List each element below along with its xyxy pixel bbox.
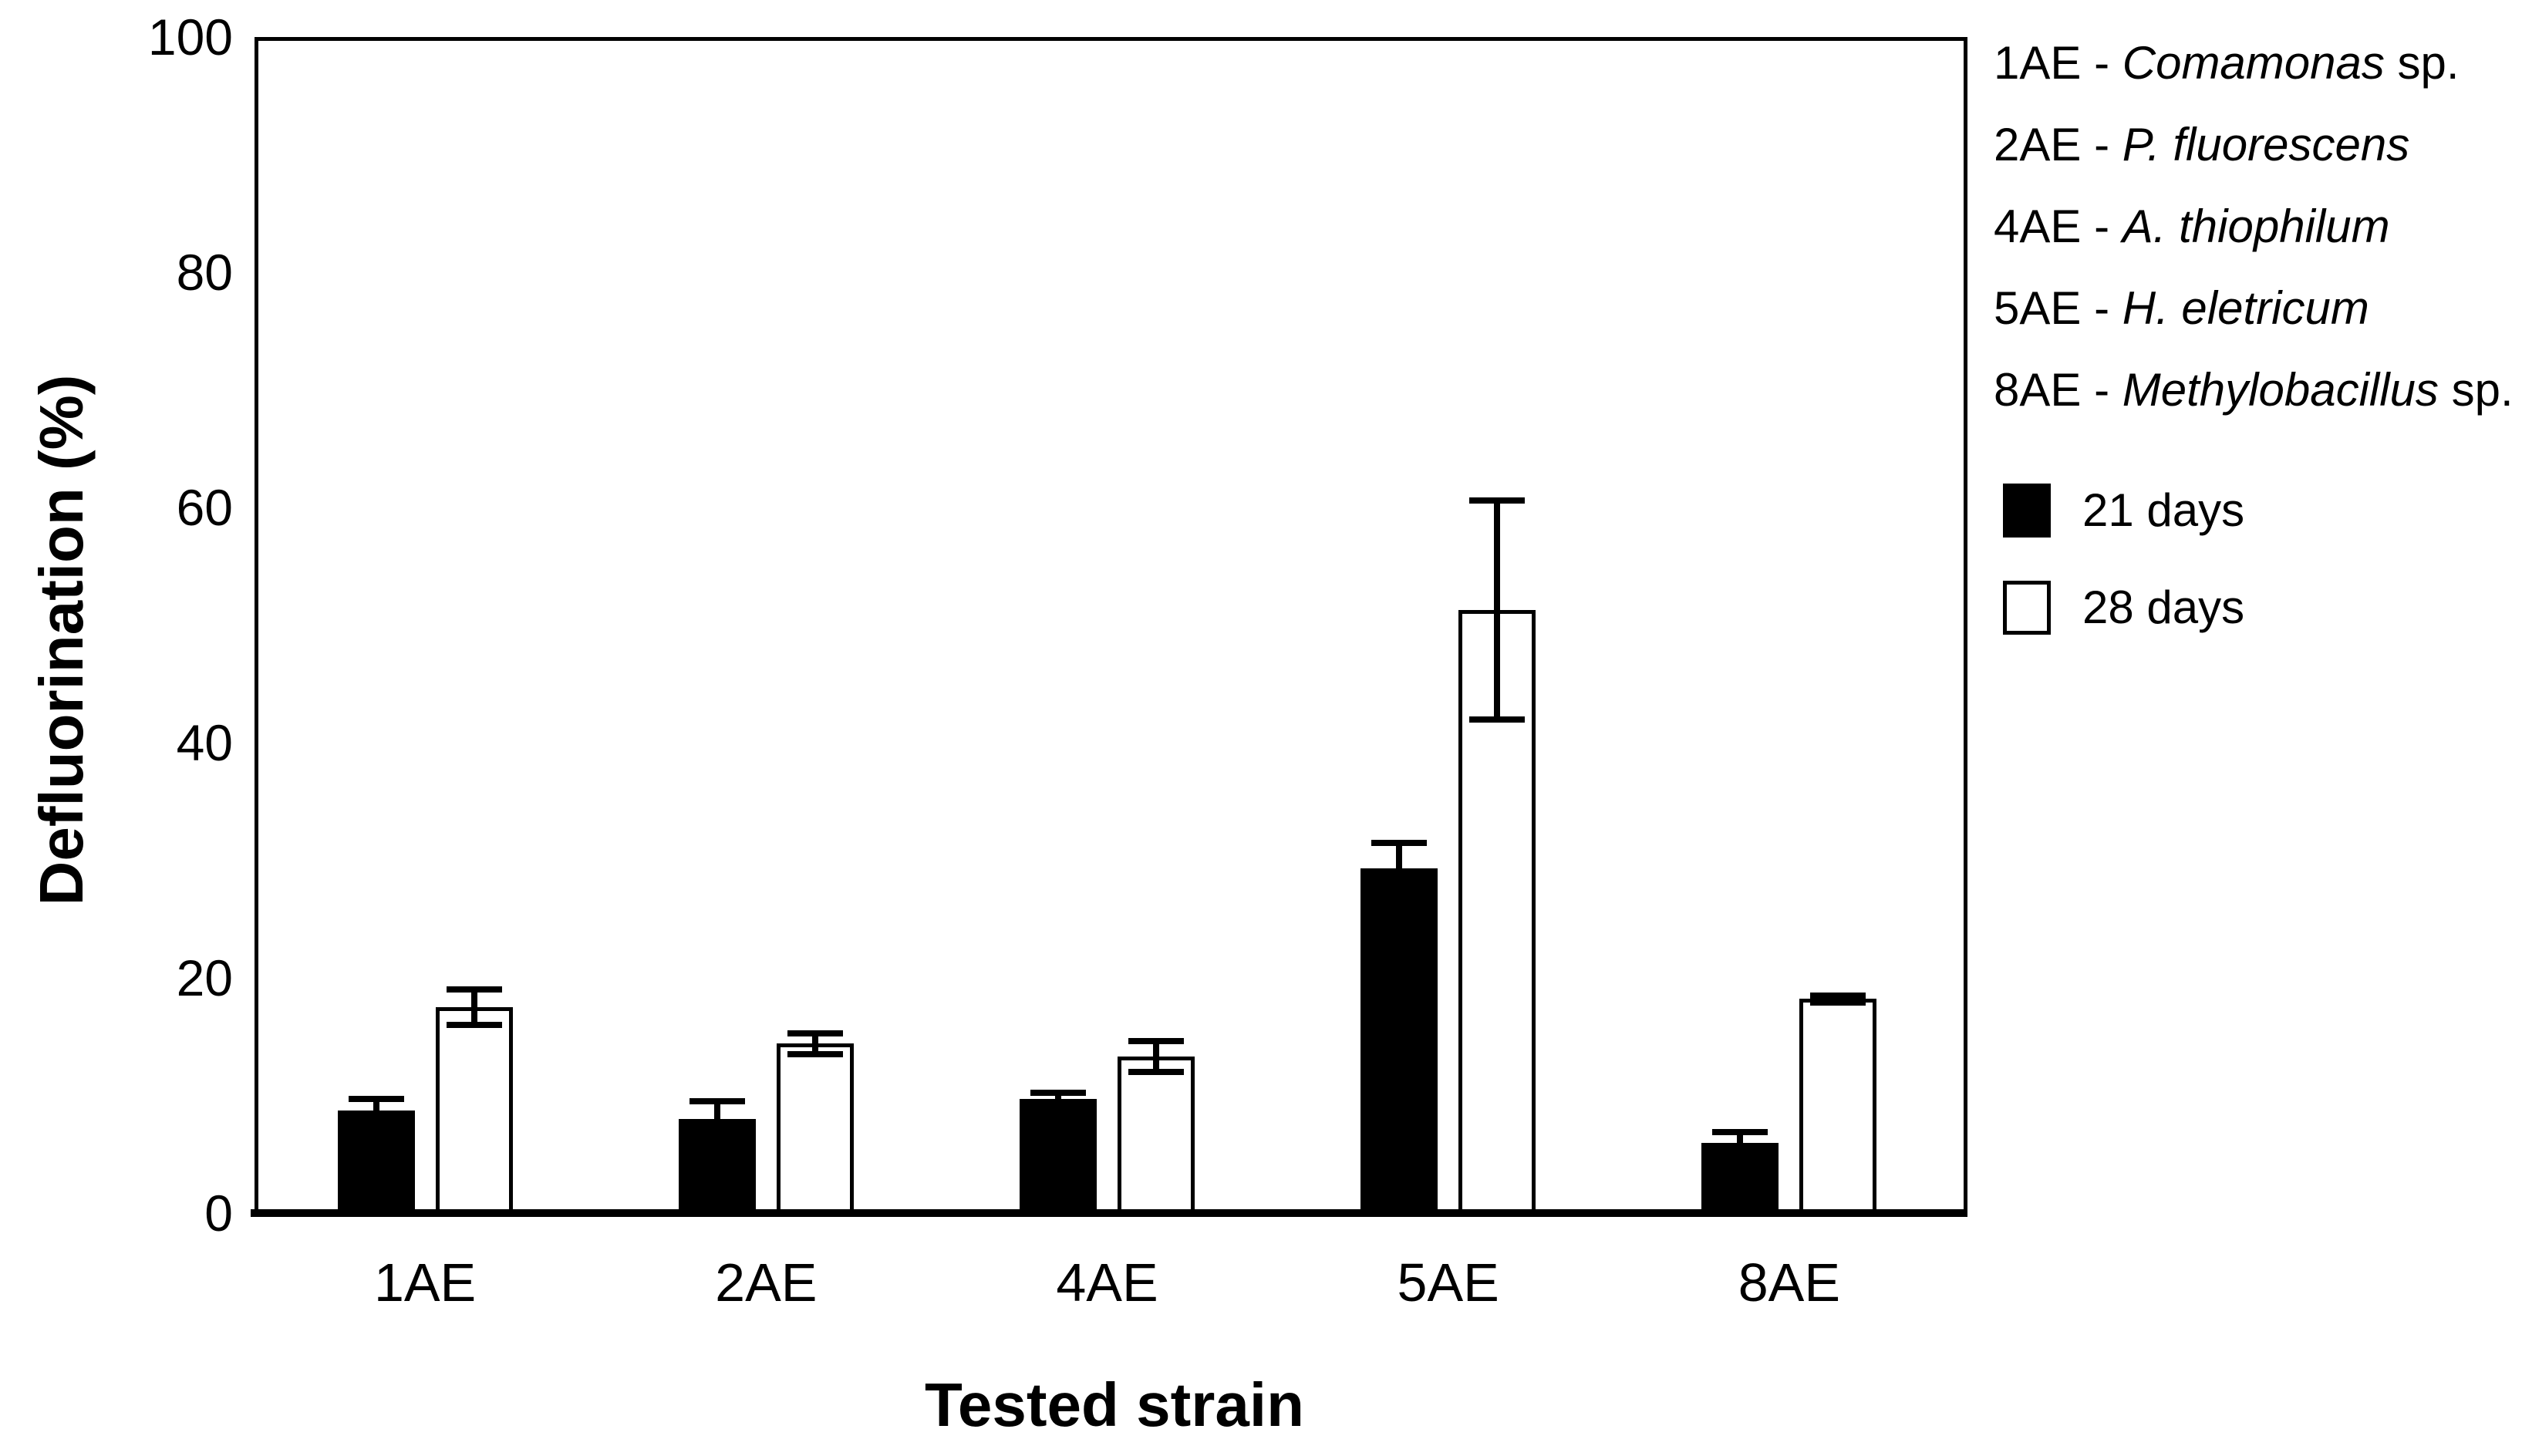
legend-strain-code: 8AE <box>1994 364 2082 416</box>
x-tick-label: 8AE <box>1738 1252 1841 1313</box>
error-bar-cap-bottom <box>1030 1101 1086 1108</box>
legend-swatch-21days <box>2003 484 2051 538</box>
bar-1AE-21days <box>337 1111 415 1213</box>
legend-series-label: 21 days <box>2082 484 2245 536</box>
error-bar-cap-top <box>348 1096 404 1103</box>
legend-species-name: P. fluorescens <box>2122 119 2410 170</box>
legend-species-name: Methylobacillus <box>2122 364 2439 416</box>
y-tick-label: 0 <box>204 1185 233 1242</box>
error-bar-cap-top <box>1371 839 1428 846</box>
bar-4AE-21days <box>1020 1099 1097 1213</box>
error-bar-cap-bottom <box>689 1133 745 1140</box>
x-axis-title: Tested strain <box>925 1370 1304 1439</box>
legend-strain-code: 2AE <box>1994 119 2082 170</box>
y-tick-label: 20 <box>176 949 233 1006</box>
legend-swatch-28days <box>2003 581 2051 635</box>
error-bar-line <box>1494 500 1501 720</box>
error-bar-cap-top <box>1810 992 1866 999</box>
error-bar-cap-bottom <box>348 1119 404 1126</box>
legend-separator: - <box>2081 282 2122 334</box>
legend-species-suffix: sp. <box>2384 37 2460 89</box>
x-tick-label: 4AE <box>1056 1252 1158 1313</box>
error-bar-line <box>470 989 477 1025</box>
error-bar-cap-top <box>689 1098 745 1105</box>
error-bar-cap-bottom <box>787 1051 843 1058</box>
error-bar-cap-top <box>787 1030 843 1036</box>
x-tick-label: 2AE <box>715 1252 818 1313</box>
x-axis-line <box>251 1209 1964 1217</box>
error-bar-cap-top <box>446 986 502 993</box>
error-bar-cap-bottom <box>1371 891 1428 898</box>
error-bar-line <box>1737 1131 1744 1154</box>
legend-species-suffix: sp. <box>2438 364 2514 416</box>
error-bar-line <box>1055 1093 1061 1105</box>
x-tick-label: 1AE <box>373 1252 477 1313</box>
legend-strain-entry: 4AE - A. thiophilum <box>1994 196 2390 258</box>
error-bar-line <box>373 1099 379 1123</box>
legend-separator: - <box>2081 119 2122 170</box>
legend-separator: - <box>2081 364 2122 416</box>
legend-strain-entry: 8AE - Methylobacillus sp. <box>1994 359 2514 421</box>
legend-species-name: H. eletricum <box>2122 282 2369 334</box>
y-tick-label: 80 <box>176 244 233 301</box>
y-tick-label: 40 <box>176 714 233 771</box>
legend-separator: - <box>2081 37 2122 89</box>
error-bar-line <box>1835 995 1842 1003</box>
error-bar-cap-bottom <box>446 1022 502 1028</box>
legend-species-name: A. thiophilum <box>2122 201 2390 252</box>
bar-1AE-28days <box>435 1007 513 1213</box>
legend-separator: - <box>2081 201 2122 252</box>
error-bar-cap-bottom <box>1128 1069 1184 1075</box>
legend-strain-entry: 2AE - P. fluorescens <box>1994 114 2409 176</box>
error-bar-cap-top <box>1469 497 1526 504</box>
error-bar-line <box>1396 842 1403 895</box>
error-bar-line <box>1153 1041 1159 1072</box>
bar-8AE-28days <box>1799 999 1877 1213</box>
bar-4AE-28days <box>1118 1057 1195 1213</box>
y-axis-title: Defluorination (%) <box>27 374 96 906</box>
error-bar-cap-top <box>1128 1038 1184 1045</box>
error-bar-line <box>811 1033 818 1055</box>
error-bar-line <box>713 1101 720 1137</box>
legend-strain-code: 4AE <box>1994 201 2082 252</box>
bar-5AE-21days <box>1360 868 1438 1213</box>
legend-strain-entry: 1AE - Comamonas sp. <box>1994 32 2460 94</box>
x-tick-label: 5AE <box>1397 1252 1499 1313</box>
plot-area <box>255 37 1967 1217</box>
error-bar-cap-top <box>1030 1090 1086 1097</box>
legend-series-label: 28 days <box>2082 581 2245 633</box>
y-tick-label: 60 <box>176 479 233 536</box>
y-tick-label: 100 <box>147 8 233 66</box>
legend-strain-code: 5AE <box>1994 282 2082 334</box>
error-bar-cap-bottom <box>1712 1150 1768 1157</box>
legend-species-name: Comamonas <box>2122 37 2385 89</box>
error-bar-cap-top <box>1712 1128 1768 1135</box>
legend-strain-code: 1AE <box>1994 37 2082 89</box>
error-bar-cap-bottom <box>1810 999 1866 1006</box>
error-bar-cap-bottom <box>1469 716 1526 723</box>
legend-strain-entry: 5AE - H. eletricum <box>1994 278 2369 339</box>
bar-2AE-28days <box>776 1043 854 1213</box>
